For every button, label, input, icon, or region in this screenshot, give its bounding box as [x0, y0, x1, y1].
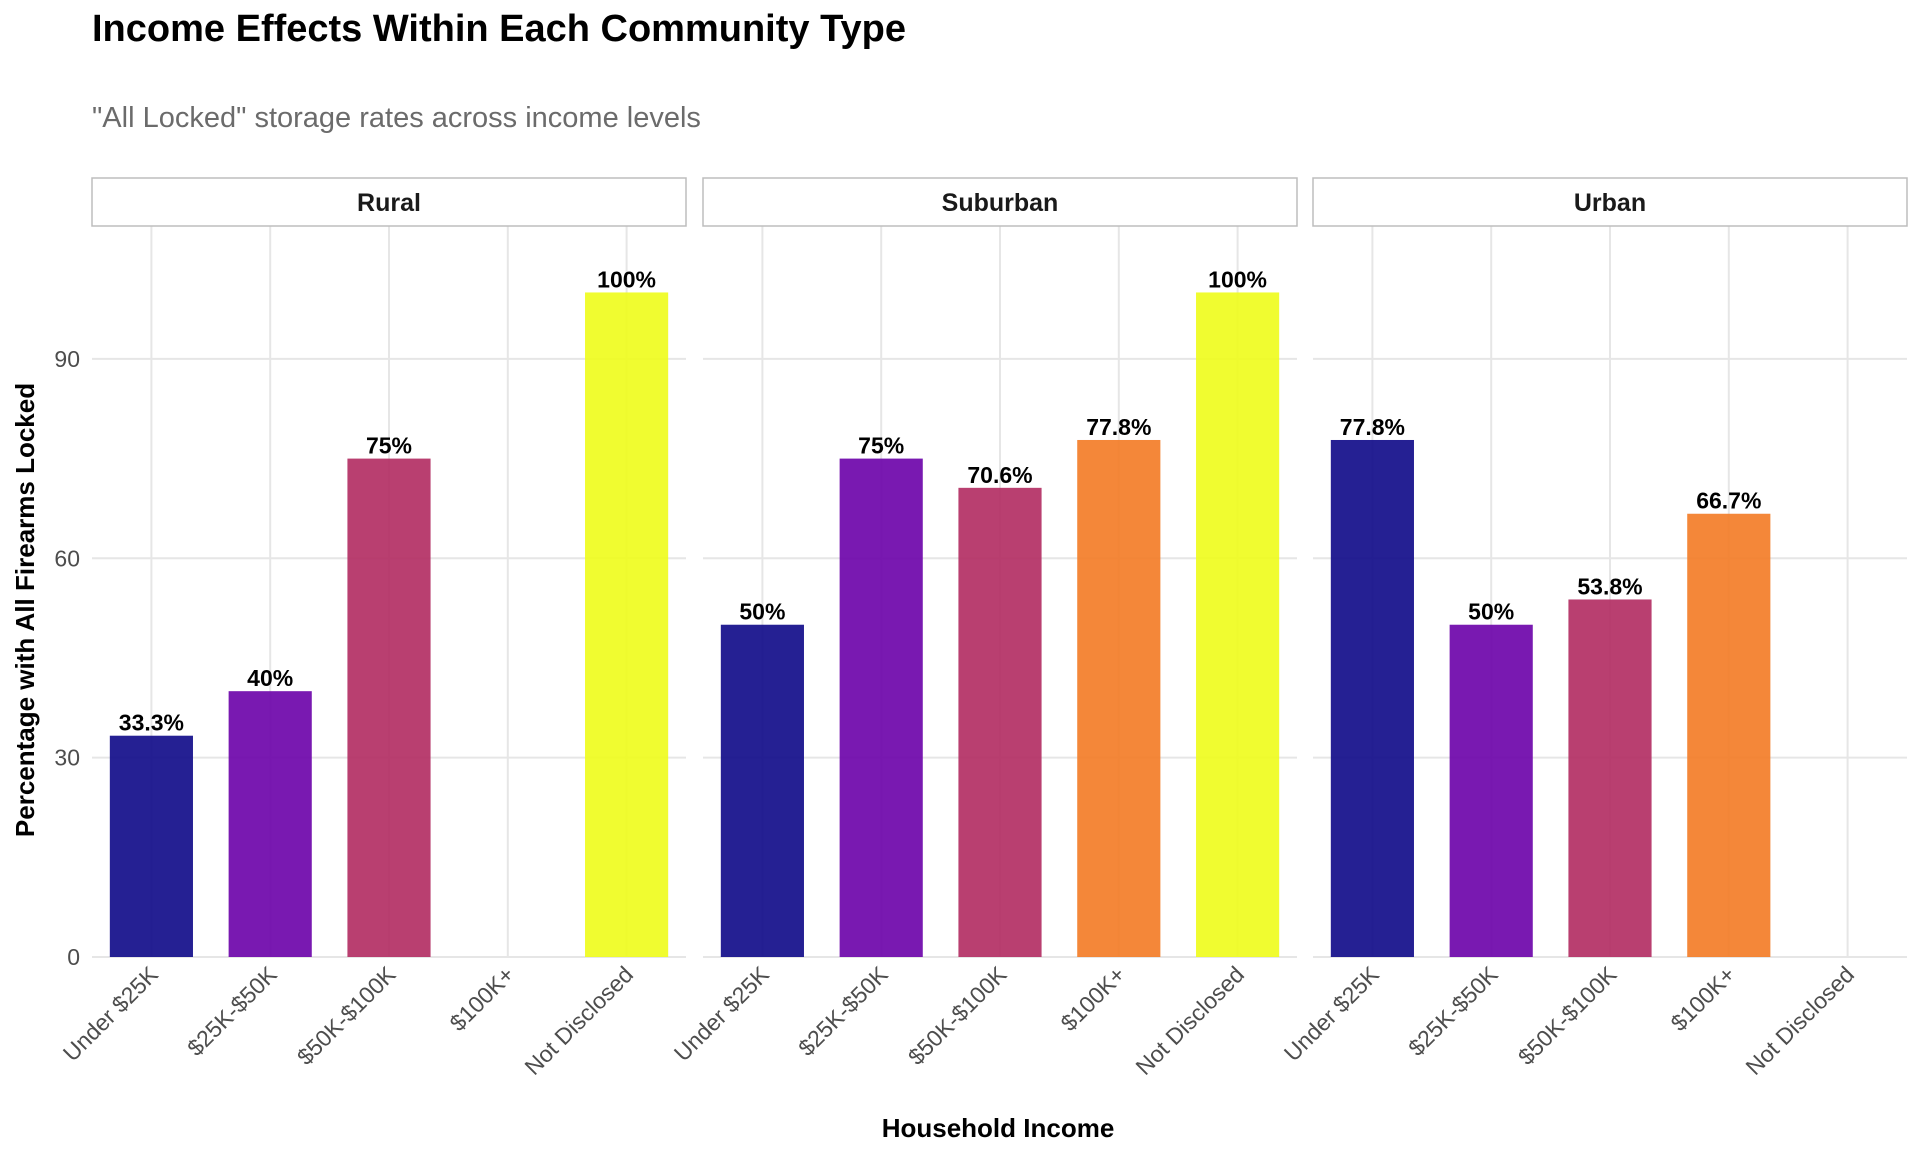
facet-strip-label: Urban [1574, 189, 1646, 217]
bar [1687, 513, 1771, 957]
x-tick-label: Not Disclosed [1740, 961, 1859, 1080]
data-label: 33.3% [119, 710, 184, 736]
bar [585, 292, 669, 957]
bar [1449, 624, 1533, 957]
y-tick-label: 60 [54, 545, 80, 571]
bar [839, 458, 923, 957]
bar [347, 458, 431, 957]
x-tick-label: $25K-$50K [182, 961, 282, 1061]
facet-strip-label: Suburban [942, 189, 1059, 217]
bar [720, 624, 804, 957]
data-label: 70.6% [967, 462, 1032, 488]
x-tick-label: $100K+ [1055, 961, 1130, 1036]
bar [1568, 599, 1652, 957]
x-tick-label: $100K+ [444, 961, 519, 1036]
data-label: 100% [1208, 266, 1267, 292]
data-label: 40% [247, 665, 293, 691]
x-tick-label: $50K-$100K [292, 961, 401, 1070]
x-tick-label: $25K-$50K [793, 961, 893, 1061]
data-label: 66.7% [1696, 488, 1761, 514]
facet-strip-box [91, 177, 687, 227]
x-axis-label: Household Income [882, 1113, 1115, 1143]
x-tick-label: $50K-$100K [1513, 961, 1622, 1070]
x-axis-ticks: Under $25K $25K-$50K $50K-$100K $100K+ Not D… [58, 961, 1859, 1080]
x-tick-label: Under $25K [1279, 961, 1385, 1067]
bar [109, 735, 193, 957]
bar [1196, 292, 1280, 957]
facet-strip-box [702, 177, 1298, 227]
x-tick-label: Under $25K [669, 961, 775, 1067]
chart-subtitle: "All Locked" storage rates across income… [92, 102, 701, 134]
y-tick-label: 0 [67, 944, 80, 970]
data-label: 75% [366, 433, 412, 459]
data-label: 50% [1468, 599, 1514, 625]
data-labels: 33.3% 40% 75% 100% 50% 75% 70.6% 77.8% 100% 77.8%… [119, 266, 1762, 735]
facet-strip-label: Rural [357, 189, 421, 217]
data-label: 75% [858, 433, 904, 459]
facet-strips: Rural Suburban Urban [91, 177, 1908, 227]
data-label: 53.8% [1577, 573, 1642, 599]
bar [1077, 439, 1161, 957]
data-label: 77.8% [1086, 414, 1151, 440]
x-tick-label: $50K-$100K [903, 961, 1012, 1070]
y-axis-ticks: 0 30 60 90 [54, 346, 80, 970]
x-tick-label: $25K-$50K [1403, 961, 1503, 1061]
bar [1330, 439, 1414, 957]
x-tick-label: Not Disclosed [1130, 961, 1249, 1080]
data-label: 50% [739, 599, 785, 625]
y-axis-label: Percentage with All Firearms Locked [10, 383, 40, 837]
bars [109, 292, 1771, 957]
bar [228, 691, 312, 957]
x-tick-label: Not Disclosed [519, 961, 638, 1080]
chart-title: Income Effects Within Each Community Typ… [92, 8, 906, 50]
bar [958, 487, 1042, 957]
data-label: 77.8% [1340, 414, 1405, 440]
facet-strip-box [1312, 177, 1908, 227]
y-tick-label: 30 [54, 745, 80, 771]
y-tick-label: 90 [54, 346, 80, 372]
x-tick-label: Under $25K [58, 961, 164, 1067]
x-tick-label: $100K+ [1665, 961, 1740, 1036]
data-label: 100% [597, 266, 656, 292]
